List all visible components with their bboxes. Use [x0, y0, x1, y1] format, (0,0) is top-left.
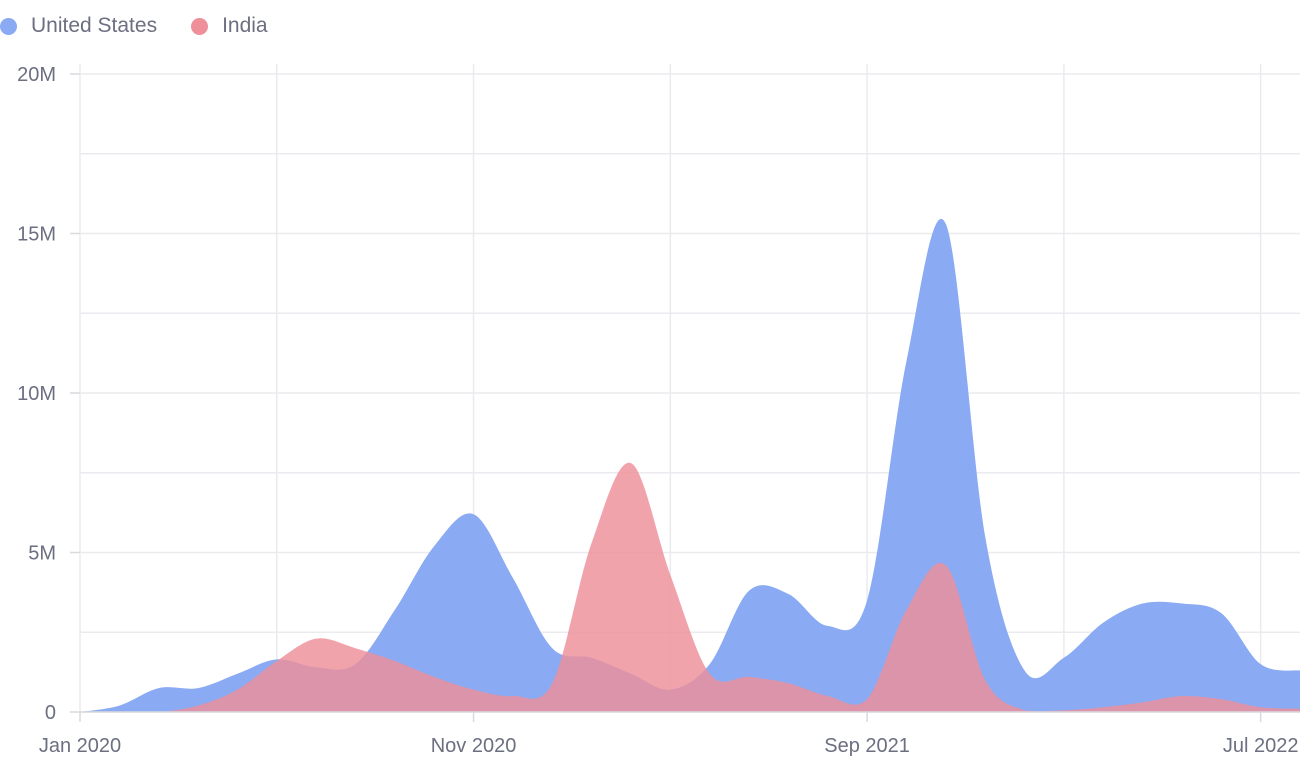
- x-tick-label: Jul 2022: [1223, 735, 1299, 757]
- area-series-united-states[interactable]: [80, 218, 1300, 712]
- y-tick-label: 20M: [17, 64, 56, 86]
- x-tick-label: Nov 2020: [431, 735, 517, 757]
- legend-label-united-states: United States: [31, 14, 158, 37]
- chart-legend: United States India: [0, 10, 302, 42]
- chart-series: [80, 218, 1300, 712]
- y-tick-label: 0: [45, 702, 56, 724]
- legend-marker-united-states: [0, 17, 17, 35]
- legend-item-india[interactable]: India: [191, 14, 268, 38]
- chart-axes: 0 5M 10M 15M 20M Jan 2020 Nov 2020 Sep 2021 Jul …: [17, 64, 1300, 757]
- y-tick-label: 5M: [28, 543, 56, 565]
- chart-grid: [79, 64, 1300, 713]
- area-series-india[interactable]: [80, 462, 1300, 712]
- x-tick-label: Jan 2020: [39, 735, 121, 757]
- y-tick-label: 10M: [17, 383, 56, 405]
- legend-marker-india: [191, 17, 209, 35]
- legend-label-india: India: [222, 14, 268, 37]
- y-tick-label: 15M: [17, 224, 56, 246]
- legend-item-united-states[interactable]: United States: [0, 14, 157, 38]
- x-tick-label: Sep 2021: [824, 735, 910, 757]
